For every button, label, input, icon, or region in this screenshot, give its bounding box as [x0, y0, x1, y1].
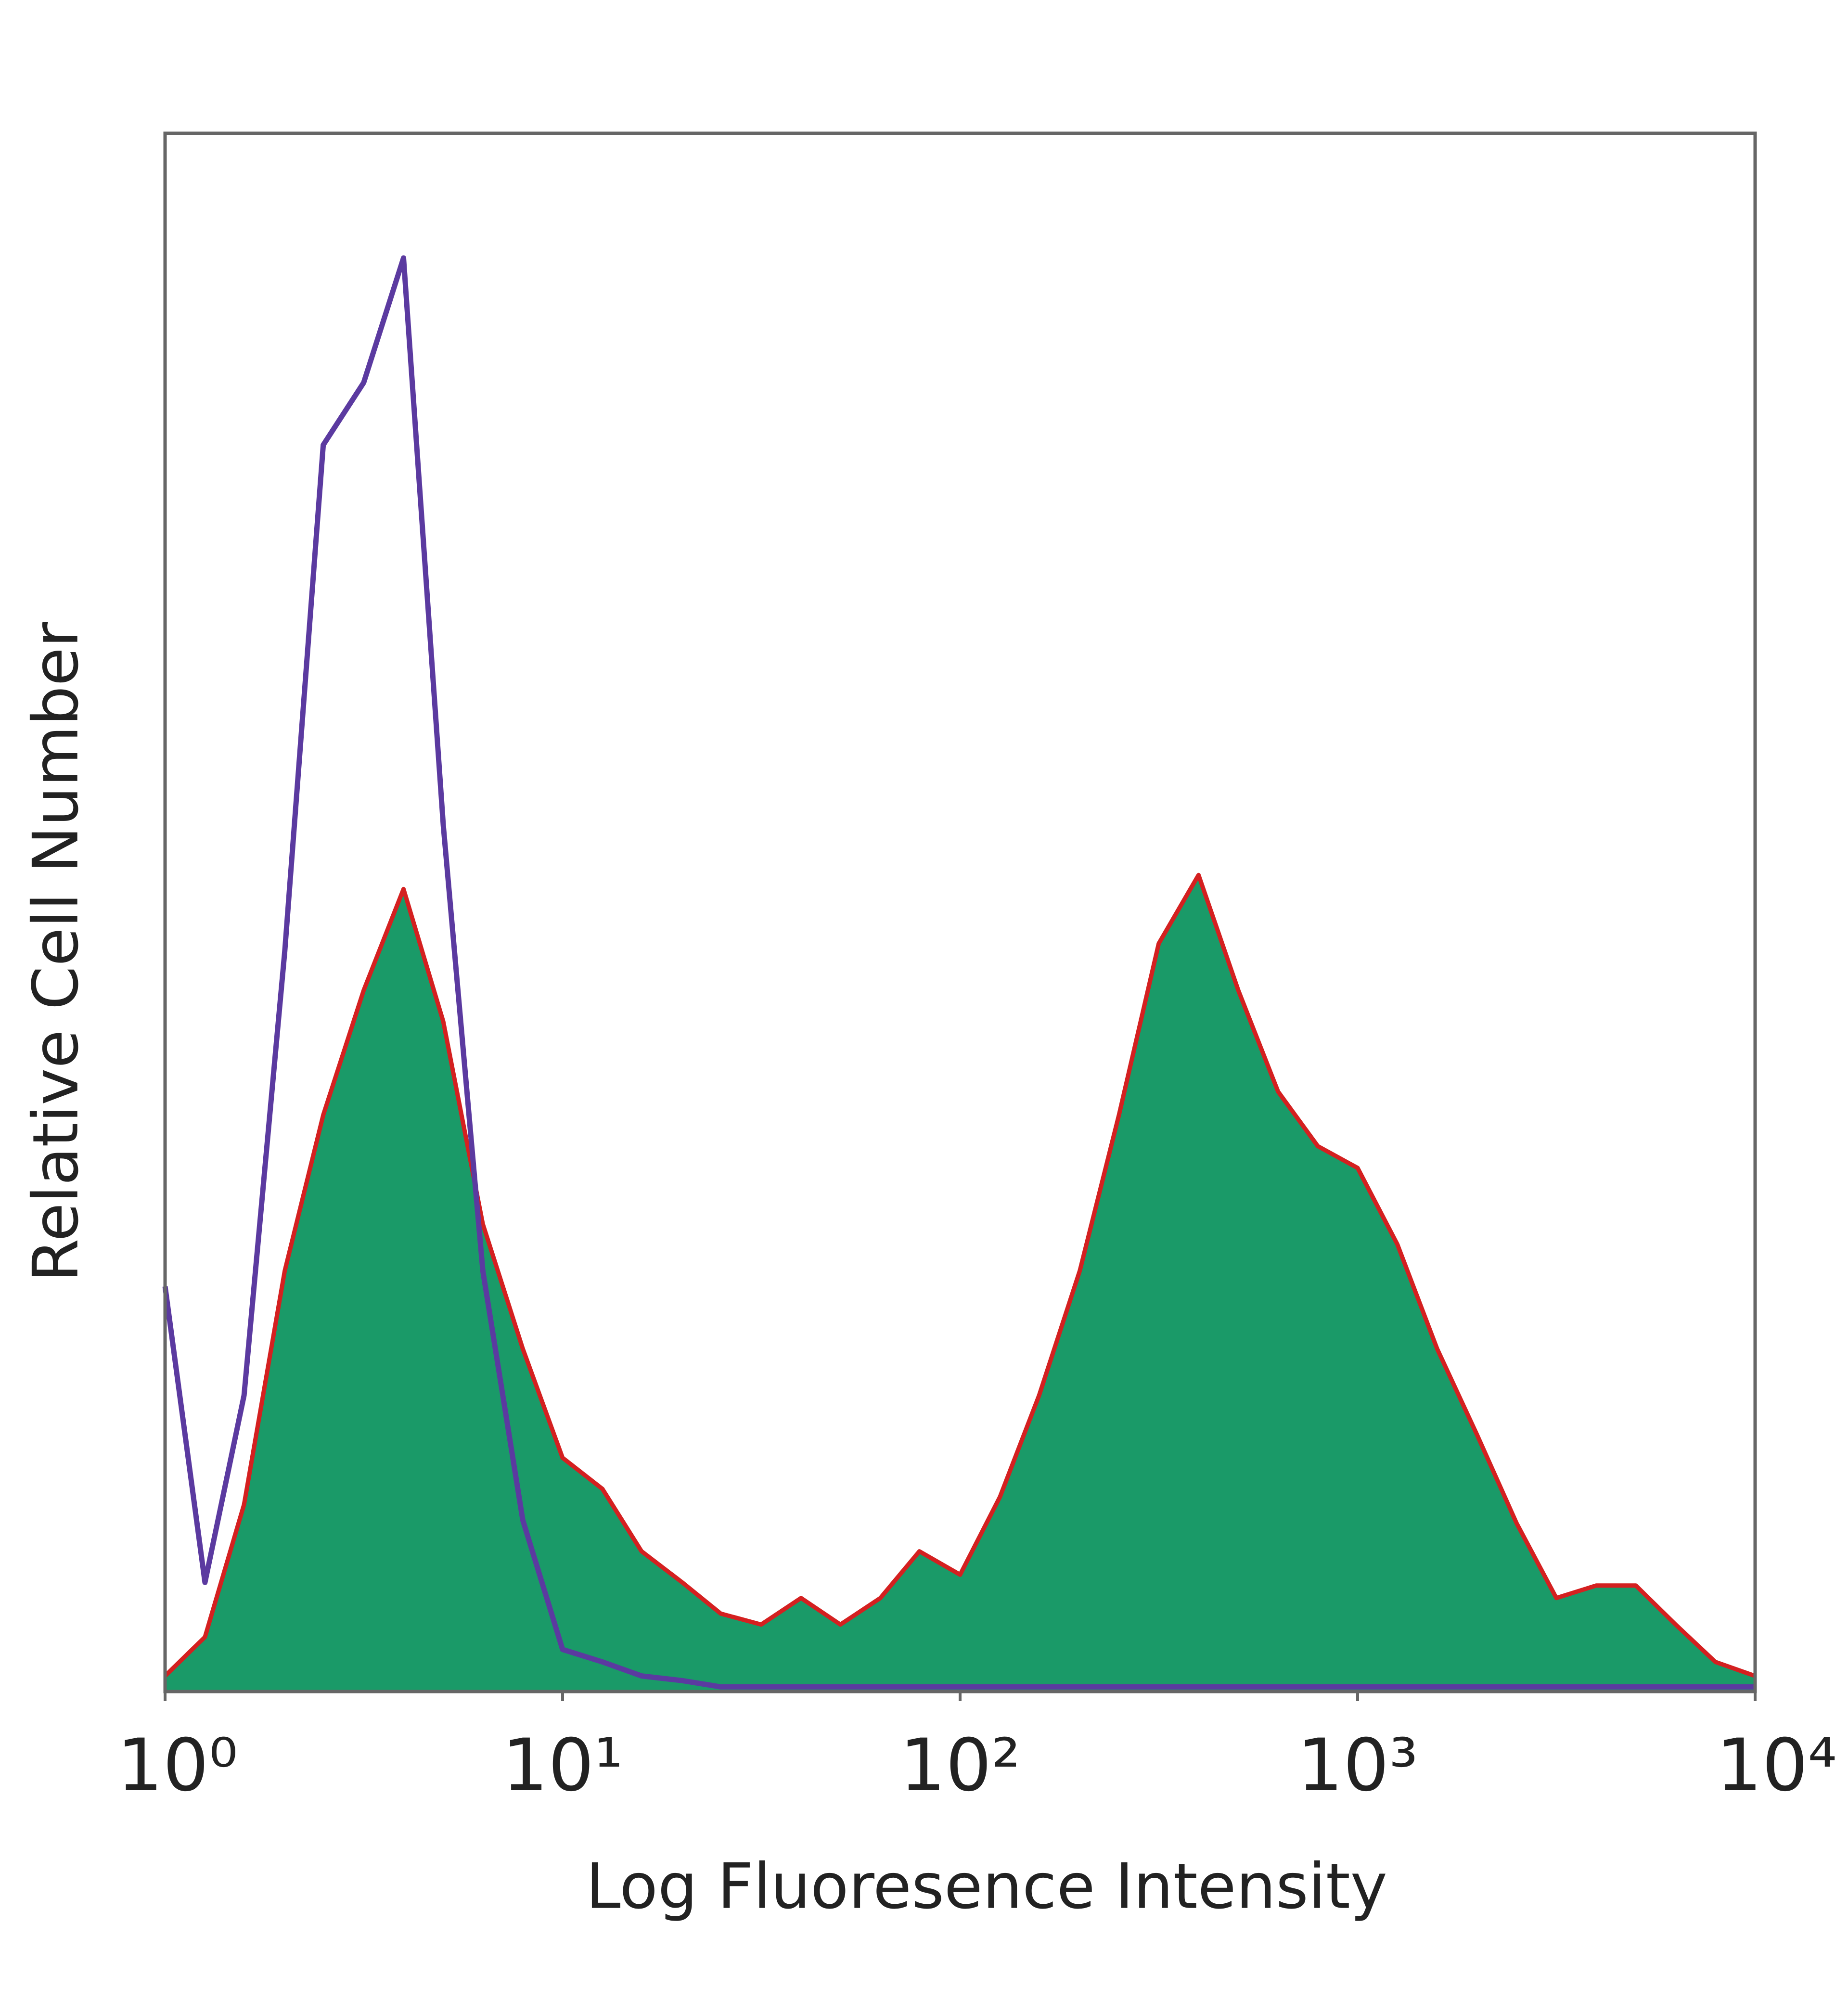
histogram-line	[162, 255, 1755, 1690]
x-tick-label: 10¹	[502, 1724, 623, 1808]
x-tick-label: 10³	[1297, 1724, 1418, 1808]
x-axis-label: Log Fluoresence Intensity	[586, 1850, 1387, 1923]
x-tick-label: 10⁰	[117, 1724, 238, 1808]
x-tick-label: 10²	[899, 1724, 1020, 1808]
y-axis-label: Relative Cell Number	[19, 621, 92, 1282]
x-tick-label: 10⁴	[1716, 1724, 1837, 1808]
histogram-outline	[163, 872, 1756, 1678]
histogram-area	[165, 875, 1755, 1692]
